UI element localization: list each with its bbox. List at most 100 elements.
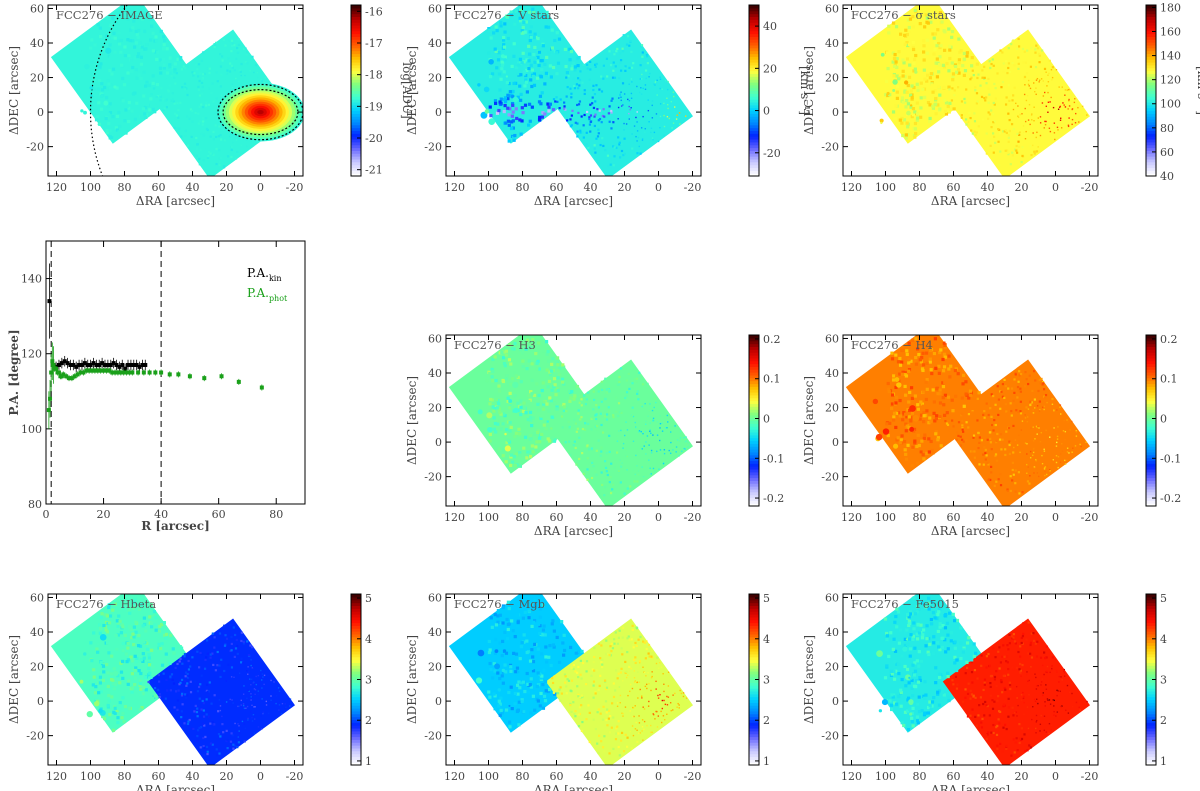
spaxel: [617, 470, 620, 473]
spaxel: [509, 669, 513, 673]
spaxel: [115, 647, 119, 651]
spaxel: [630, 50, 633, 53]
spaxel: [907, 357, 911, 362]
spaxel: [659, 694, 661, 696]
colorbar-step: [1146, 99, 1156, 103]
spaxel: [962, 440, 965, 443]
spaxel: [614, 65, 617, 68]
spaxel: [1029, 402, 1032, 405]
colorbar-step: [351, 753, 361, 758]
v-stars-xlabel: ΔRA [arcsec]: [534, 194, 613, 208]
spaxel: [636, 111, 638, 113]
spaxel: [210, 728, 213, 732]
spaxel: [145, 42, 149, 46]
spaxel: [553, 675, 556, 678]
spaxel: [208, 71, 211, 75]
spaxel: [535, 60, 540, 64]
spaxel: [1012, 127, 1015, 131]
profile-point: [130, 370, 135, 375]
spaxel: [506, 119, 511, 123]
spaxel: [652, 419, 654, 421]
spaxel: [215, 147, 218, 151]
outer-bin: [882, 428, 890, 435]
spaxel: [247, 719, 249, 721]
profile-point: [95, 368, 100, 373]
colorbar-step: [1146, 426, 1156, 430]
spaxel: [126, 641, 130, 646]
spaxel: [943, 343, 947, 347]
spaxel: [570, 96, 573, 99]
spaxel: [213, 660, 216, 664]
spaxel: [1067, 421, 1069, 423]
spaxel: [1017, 116, 1020, 118]
spaxel: [1021, 420, 1024, 422]
spaxel: [633, 670, 636, 672]
colorbar-tick-label: 2: [365, 714, 372, 727]
spaxel: [196, 143, 199, 146]
spaxel: [551, 677, 554, 680]
spaxel: [209, 742, 213, 745]
spaxel: [530, 362, 534, 366]
spaxel: [641, 383, 645, 386]
spaxel: [535, 430, 540, 434]
spaxel: [645, 77, 647, 80]
spaxel: [521, 351, 525, 355]
spaxel: [183, 82, 187, 85]
colorbar-step: [1146, 81, 1156, 86]
spaxel: [194, 111, 197, 115]
spaxel: [551, 436, 555, 440]
spaxel: [902, 61, 906, 65]
spaxel: [609, 654, 613, 657]
spaxel: [127, 100, 131, 105]
spaxel: [630, 747, 633, 750]
spaxel: [646, 435, 649, 437]
spaxel: [1001, 51, 1004, 54]
spaxel: [655, 710, 657, 713]
colorbar-step: [351, 611, 361, 615]
spaxel: [218, 164, 221, 167]
spaxel: [140, 115, 144, 119]
spaxel: [115, 128, 120, 132]
spaxel: [541, 699, 545, 703]
spaxel: [574, 709, 577, 713]
spaxel: [197, 85, 200, 89]
spaxel: [254, 718, 256, 720]
colorbar-step: [749, 357, 759, 362]
spaxel: [1044, 470, 1046, 473]
spaxel: [184, 675, 187, 678]
spaxel: [512, 454, 516, 459]
spaxel: [643, 720, 646, 723]
spaxel: [577, 87, 580, 90]
spaxel: [558, 688, 561, 691]
spaxel: [205, 104, 208, 107]
spaxel: [99, 690, 103, 694]
sigma-stars-xtick-label: 0: [1052, 181, 1059, 194]
spaxel: [141, 659, 145, 663]
spaxel: [928, 119, 932, 124]
colorbar-step: [749, 24, 759, 29]
spaxel: [597, 406, 601, 409]
spaxel: [176, 57, 180, 61]
spaxel: [586, 444, 589, 447]
spaxel: [618, 383, 621, 386]
spaxel: [121, 625, 125, 629]
spaxel: [650, 724, 652, 727]
spaxel: [200, 708, 203, 711]
h4-xtick-label: -20: [1081, 511, 1099, 524]
profile-point: [82, 361, 87, 366]
profile-xtick-label: 40: [154, 508, 168, 521]
spaxel: [907, 361, 911, 365]
spaxel: [951, 72, 956, 76]
colorbar-step: [1146, 394, 1156, 399]
spaxel: [511, 119, 515, 123]
spaxel: [943, 346, 947, 350]
outer-bin: [909, 405, 916, 412]
image-xtick-label: 0: [257, 181, 264, 194]
image-xtick-label: 20: [220, 181, 234, 194]
colorbar-step: [1146, 451, 1156, 456]
spaxel: [589, 68, 592, 71]
fov-square: [845, 594, 994, 733]
spaxel: [921, 351, 925, 355]
spaxel: [904, 393, 908, 397]
spaxel: [654, 718, 656, 720]
